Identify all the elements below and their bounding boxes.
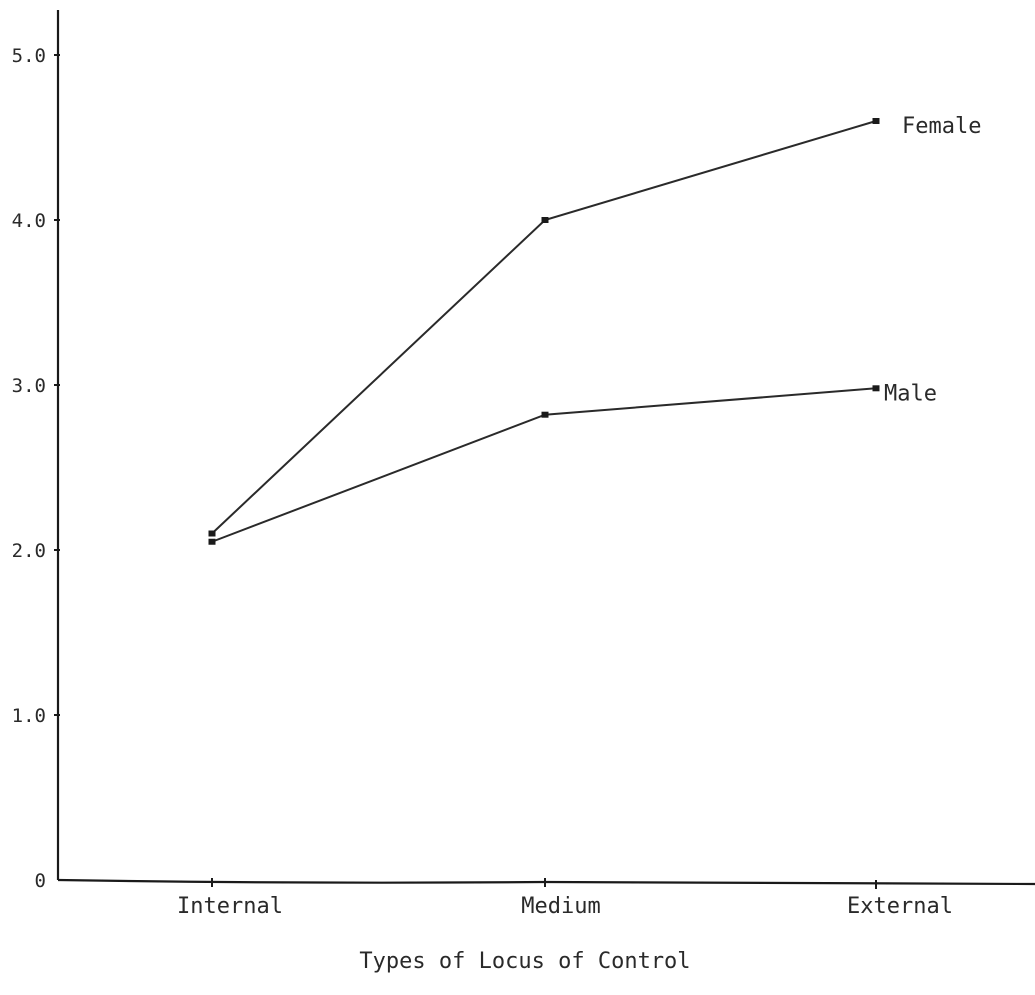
x-tick-label: External [847, 894, 953, 919]
data-point [541, 411, 549, 418]
data-point [541, 217, 549, 223]
data-point [208, 530, 216, 537]
x-axis-title: Types of Locus of Control [359, 949, 690, 974]
series-group: Female Male [208, 114, 981, 545]
data-point [872, 385, 880, 392]
x-axis-line [57, 878, 1035, 886]
series-label: Female [902, 114, 981, 139]
series-label: Male [884, 381, 937, 406]
y-tick-label: 2.0 [12, 540, 46, 562]
series-male: Male [208, 381, 937, 545]
tick-group: 0 1.0 2.0 3.0 4.0 5.0 Internal Medium External [12, 45, 953, 919]
y-tick-label: 5.0 [12, 45, 46, 67]
data-point [208, 538, 216, 545]
series-female: Female [208, 114, 981, 537]
y-tick-label: 1.0 [12, 705, 46, 727]
data-point [872, 118, 880, 124]
series-line [211, 120, 877, 535]
y-tick-label: 4.0 [12, 210, 46, 232]
y-tick-label: 0 [35, 870, 46, 892]
x-tick-label: Internal [177, 894, 283, 919]
axes [56, 10, 1035, 886]
y-tick-label: 3.0 [12, 375, 46, 397]
series-line [211, 387, 877, 543]
x-tick-label: Medium [521, 894, 600, 919]
